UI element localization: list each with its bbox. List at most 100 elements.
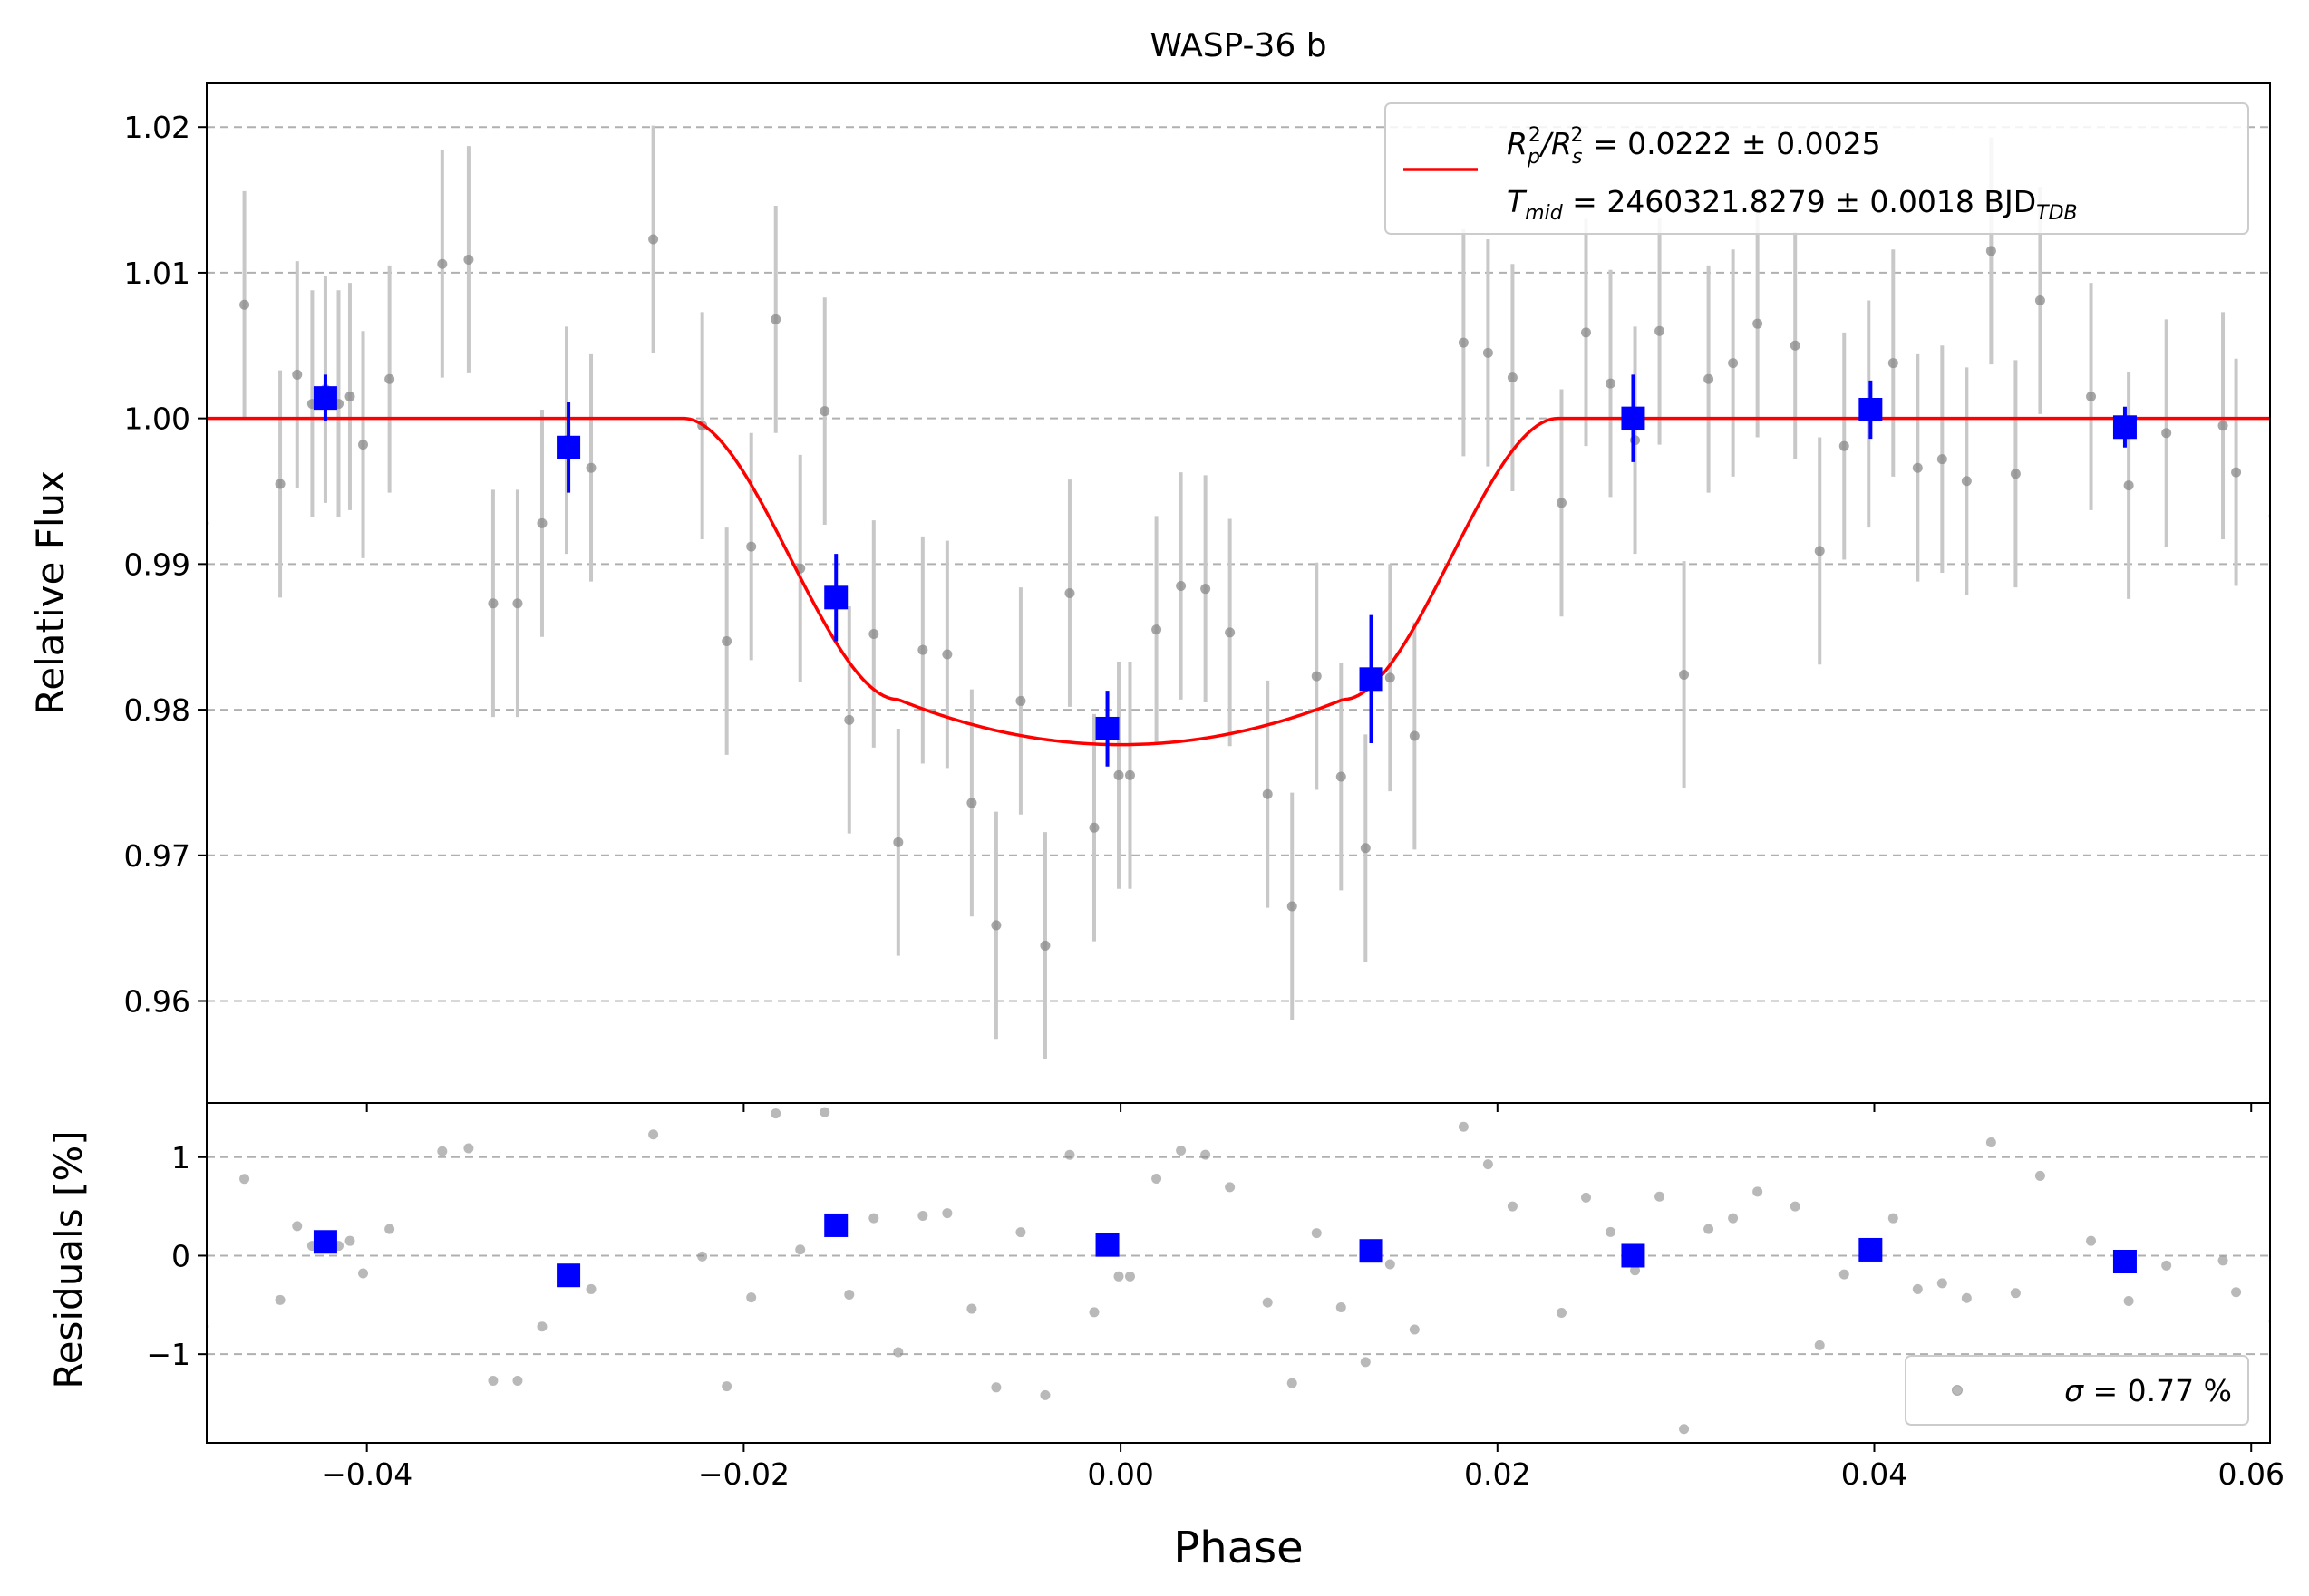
raw-point bbox=[1040, 940, 1051, 951]
residual-point bbox=[1814, 1340, 1825, 1350]
raw-point bbox=[512, 598, 523, 609]
raw-point bbox=[1814, 546, 1825, 556]
raw-point bbox=[2010, 469, 2021, 479]
raw-point bbox=[1113, 769, 1124, 780]
binned-residual-point bbox=[313, 1230, 337, 1254]
raw-point bbox=[2217, 421, 2228, 431]
residual-point bbox=[1113, 1271, 1124, 1282]
residual-point bbox=[966, 1303, 977, 1314]
residuals-gridlines bbox=[207, 1156, 2270, 1356]
residual-point bbox=[1384, 1259, 1395, 1270]
raw-point bbox=[1679, 670, 1690, 680]
raw-point bbox=[1482, 347, 1493, 358]
residual-point bbox=[722, 1381, 732, 1392]
binned-residual-point bbox=[1858, 1237, 1883, 1262]
residual-point bbox=[1580, 1192, 1591, 1203]
main-raw-points bbox=[207, 125, 2270, 1059]
residual-point bbox=[917, 1211, 928, 1222]
binned-point bbox=[1858, 398, 1883, 421]
raw-point bbox=[1335, 771, 1346, 782]
residual-point bbox=[1630, 1265, 1641, 1276]
raw-point bbox=[746, 541, 757, 552]
raw-point bbox=[1580, 327, 1591, 338]
binned-point bbox=[557, 435, 581, 459]
main-y-tick-label: 0.98 bbox=[124, 692, 190, 728]
raw-point bbox=[893, 837, 904, 847]
residuals-legend-label: σ = 0.77 % bbox=[2064, 1373, 2232, 1408]
binned-point bbox=[2112, 415, 2137, 440]
raw-point bbox=[292, 369, 303, 380]
binned-residual-point bbox=[2112, 1250, 2137, 1273]
residual-point bbox=[1790, 1201, 1800, 1212]
x-tick-label: 0.00 bbox=[1087, 1456, 1153, 1492]
main-binned-points bbox=[313, 374, 2137, 767]
residual-point bbox=[586, 1283, 597, 1294]
main-legend: Rp2/Rs2 = 0.0222 ± 0.0025 Tmid = 2460321… bbox=[1384, 102, 2249, 235]
residual-point bbox=[844, 1289, 855, 1300]
residual-point bbox=[1961, 1292, 1972, 1303]
residual-point bbox=[1200, 1149, 1211, 1160]
residuals-legend: σ = 0.77 % bbox=[1905, 1355, 2249, 1426]
binned-residual-point bbox=[1095, 1233, 1120, 1257]
raw-point bbox=[1089, 822, 1100, 833]
residual-point bbox=[1482, 1159, 1493, 1170]
raw-point bbox=[1311, 671, 1322, 682]
residual-point bbox=[1606, 1226, 1616, 1237]
raw-point bbox=[1752, 318, 1763, 329]
raw-point bbox=[358, 440, 369, 450]
residual-point bbox=[1703, 1224, 1714, 1234]
residual-point bbox=[1409, 1324, 1420, 1335]
raw-point bbox=[648, 234, 659, 245]
residual-point bbox=[1752, 1186, 1763, 1197]
raw-point bbox=[1985, 246, 1996, 256]
residuals-y-tick-label: −1 bbox=[146, 1337, 190, 1372]
residual-point bbox=[1335, 1302, 1346, 1313]
residual-point bbox=[1262, 1297, 1273, 1308]
residual-point bbox=[1887, 1213, 1898, 1224]
main-y-tick-label: 0.99 bbox=[124, 547, 190, 582]
main-y-tick-label: 1.00 bbox=[124, 401, 190, 437]
raw-point bbox=[771, 314, 781, 324]
raw-point bbox=[586, 462, 597, 473]
residual-point bbox=[488, 1376, 499, 1387]
residual-point bbox=[1556, 1308, 1567, 1319]
raw-point bbox=[463, 254, 474, 265]
x-tick-label: 0.06 bbox=[2217, 1456, 2284, 1492]
binned-point bbox=[1359, 667, 1383, 692]
residual-point bbox=[1124, 1271, 1135, 1282]
raw-point bbox=[1200, 584, 1211, 595]
binned-point bbox=[313, 386, 337, 411]
raw-point bbox=[1176, 580, 1187, 591]
residual-point bbox=[1286, 1378, 1297, 1388]
binned-point bbox=[1095, 716, 1120, 740]
raw-point bbox=[2161, 428, 2172, 439]
main-y-tick-label: 1.01 bbox=[124, 256, 190, 291]
main-y-tick-label: 1.02 bbox=[124, 110, 190, 145]
raw-point bbox=[2034, 295, 2045, 305]
residual-point bbox=[1458, 1121, 1469, 1132]
chart-title: WASP-36 b bbox=[1150, 27, 1326, 64]
residual-point bbox=[239, 1174, 250, 1185]
residual-point bbox=[358, 1268, 369, 1279]
residual-point bbox=[1040, 1389, 1051, 1400]
residual-point bbox=[1936, 1278, 1947, 1289]
raw-point bbox=[1606, 378, 1616, 389]
residuals-binned-points bbox=[313, 1213, 2137, 1288]
residual-point bbox=[942, 1208, 953, 1219]
raw-point bbox=[1961, 476, 1972, 487]
raw-point bbox=[1936, 454, 1947, 465]
residual-point bbox=[1654, 1191, 1665, 1202]
binned-residual-point bbox=[1359, 1239, 1383, 1263]
raw-point bbox=[820, 406, 830, 417]
raw-point bbox=[1384, 672, 1395, 683]
residuals-y-tick-label: 1 bbox=[171, 1140, 190, 1175]
residual-point bbox=[2034, 1170, 2045, 1181]
binned-point bbox=[824, 585, 849, 610]
residual-point bbox=[1728, 1213, 1739, 1224]
raw-point bbox=[1703, 373, 1714, 384]
residual-point bbox=[1838, 1269, 1849, 1280]
residual-point bbox=[275, 1294, 286, 1305]
residual-point bbox=[746, 1292, 757, 1303]
